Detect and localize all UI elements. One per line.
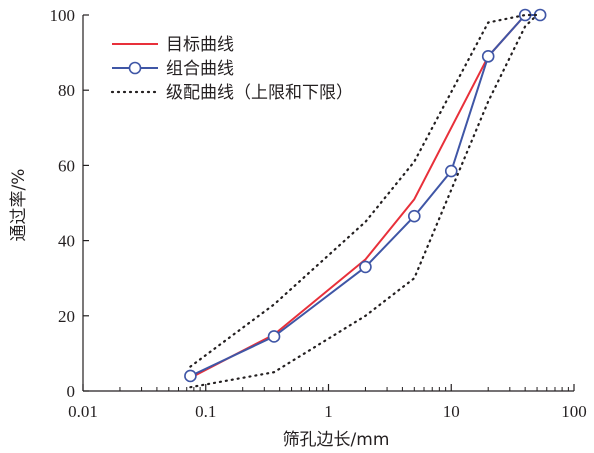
- series-line-3: [189, 13, 539, 389]
- legend-label-0: 目标曲线: [166, 35, 234, 55]
- y-axis-label: 通过率/%: [9, 169, 29, 242]
- x-tick-label: 0.1: [195, 402, 216, 421]
- data-point: [184, 369, 197, 383]
- series-line-2: [189, 13, 539, 368]
- data-point: [359, 260, 372, 274]
- legend-label-2: 级配曲线（上限和下限）: [166, 83, 353, 103]
- x-tick-label: 1: [324, 402, 333, 421]
- data-point: [481, 50, 495, 63]
- x-tick-label: 10: [443, 402, 460, 421]
- x-tick-label: 100: [561, 402, 587, 421]
- series-layer: [184, 8, 547, 389]
- y-tick-label: 100: [50, 6, 76, 25]
- y-tick-label: 20: [58, 307, 75, 326]
- data-point: [407, 209, 421, 223]
- data-point: [267, 330, 281, 343]
- y-tick-label: 60: [58, 156, 75, 175]
- y-tick-label: 80: [58, 81, 75, 100]
- series-line-1: [189, 14, 541, 377]
- x-tick-label: 0.01: [68, 402, 98, 421]
- y-tick-label: 0: [67, 382, 76, 401]
- x-axis-label: 筛孔边长/mm: [283, 430, 390, 450]
- legend-marker: [128, 61, 142, 75]
- axes: 0 20 40 60 80 100 0.01 0.1 1 10 100: [50, 6, 587, 421]
- legend-label-1: 组合曲线: [166, 59, 234, 79]
- data-point: [444, 164, 458, 178]
- y-tick-label: 40: [58, 232, 75, 251]
